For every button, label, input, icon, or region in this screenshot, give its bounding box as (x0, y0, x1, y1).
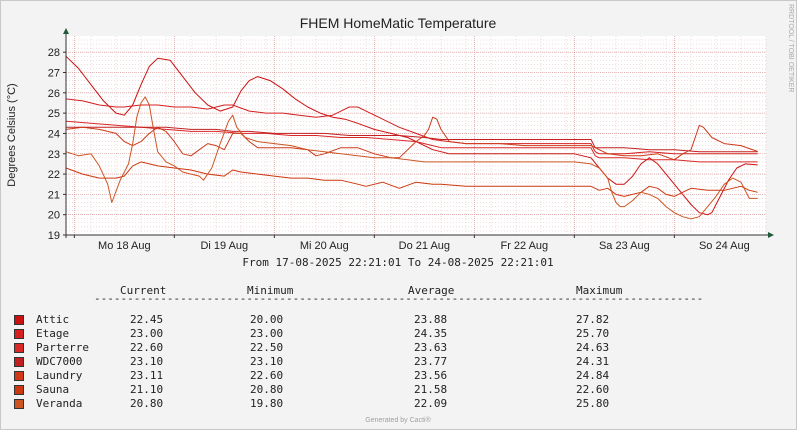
legend-value-minimum: 23.00 (250, 327, 284, 340)
legend-header-maximum: Maximum (576, 284, 623, 297)
y-tick-label: 21 (48, 189, 60, 201)
series-line-wdc7000 (66, 126, 758, 153)
y-tick-label: 23 (48, 149, 60, 161)
time-range-label: From 17-08-2025 22:21:01 To 24-08-2025 2… (242, 256, 553, 269)
legend-value-average: 23.56 (414, 369, 448, 382)
x-tick-label: So 24 Aug (699, 240, 750, 252)
legend-series-name: Parterre (36, 341, 89, 354)
y-tick-label: 26 (48, 88, 60, 100)
legend-value-current: 22.45 (130, 313, 164, 326)
legend-value-current: 23.11 (130, 369, 164, 382)
legend-series-name: Sauna (36, 383, 70, 396)
legend-row-veranda: Veranda 20.80 19.80 22.09 25.80 (14, 397, 654, 411)
y-tick-label: 19 (48, 230, 60, 242)
legend-row-laundry: Laundry 23.11 22.60 23.56 24.84 (14, 369, 654, 383)
chart-title: FHEM HomeMatic Temperature (300, 15, 497, 31)
rrdtool-watermark: RRDTOOL / TOBI OETIKER (787, 4, 794, 92)
y-tick-label: 24 (48, 128, 60, 140)
y-tick-label: 27 (48, 68, 60, 80)
legend-value-average: 23.88 (414, 313, 448, 326)
legend-row-etage: Etage 23.00 23.00 24.35 25.70 (14, 327, 654, 341)
series-lines (65, 55, 758, 220)
legend-value-maximum: 24.31 (576, 355, 610, 368)
legend-row-wdc7000: WDC7000 23.10 23.10 23.77 24.31 (14, 355, 654, 369)
legend-value-current: 21.10 (130, 383, 164, 396)
legend-swatch (14, 371, 24, 381)
x-tick-label: Do 21 Aug (399, 240, 450, 252)
x-tick-label: Sa 23 Aug (599, 240, 650, 252)
axes: 19 20 21 22 23 24 25 26 27 28 Mo 18 Aug Di 19 Aug Mi… (48, 28, 774, 252)
legend-value-current: 20.80 (130, 397, 164, 410)
legend-value-current: 23.10 (130, 355, 164, 368)
legend-swatch (14, 399, 24, 409)
y-tick-label: 25 (48, 108, 60, 120)
legend-value-maximum: 27.82 (576, 313, 610, 326)
series-line-veranda (65, 96, 758, 220)
legend-value-maximum: 24.84 (576, 369, 610, 382)
legend-value-minimum: 20.00 (250, 313, 284, 326)
legend-series-name: WDC7000 (36, 355, 83, 368)
legend-value-minimum: 20.80 (250, 383, 284, 396)
legend-header-average: Average (408, 284, 455, 297)
x-axis-arrow (768, 232, 774, 238)
legend-swatch (14, 357, 24, 367)
legend-swatch (14, 315, 24, 325)
legend-value-maximum: 24.63 (576, 341, 610, 354)
series-line-etage (65, 98, 758, 155)
legend-series-name: Attic (36, 313, 70, 326)
y-tick-label: 22 (48, 169, 60, 181)
legend-swatch (14, 329, 24, 339)
legend-value-current: 23.00 (130, 327, 164, 340)
legend-series-name: Veranda (36, 397, 83, 410)
legend-header-minimum: Minimum (247, 284, 294, 297)
x-tick-label: Di 19 Aug (200, 240, 248, 252)
legend-header-current: Current (120, 284, 167, 297)
y-tick-label: 20 (48, 210, 60, 222)
generated-by-footer: Generated by Cacti® (365, 416, 431, 424)
legend-divider: ----------------------------------------… (94, 292, 704, 305)
legend-value-minimum: 23.10 (250, 355, 284, 368)
grid (65, 36, 767, 236)
legend-value-average: 23.63 (414, 341, 448, 354)
legend-series-name: Laundry (36, 369, 83, 382)
x-tick-label: Fr 22 Aug (500, 240, 548, 252)
legend-row-attic: Attic 22.45 20.00 23.88 27.82 (14, 313, 654, 327)
legend-swatch (14, 385, 24, 395)
legend-value-maximum: 22.60 (576, 383, 610, 396)
legend-swatch (14, 343, 24, 353)
x-tick-label: Mo 18 Aug (98, 240, 151, 252)
y-axis-arrow (63, 28, 69, 34)
legend-series-name: Etage (36, 327, 70, 340)
legend-value-average: 21.58 (414, 383, 448, 396)
legend-value-average: 23.77 (414, 355, 448, 368)
y-tick-label: 28 (48, 47, 60, 59)
legend-value-minimum: 19.80 (250, 397, 284, 410)
legend-value-average: 24.35 (414, 327, 448, 340)
legend-row-sauna: Sauna 21.10 20.80 21.58 22.60 (14, 383, 654, 397)
legend-row-parterre: Parterre 22.60 22.50 23.63 24.63 (14, 341, 654, 355)
legend-value-minimum: 22.60 (250, 369, 284, 382)
y-axis-label: Degrees Celsius (°C) (6, 83, 18, 186)
x-tick-label: Mi 20 Aug (300, 240, 349, 252)
legend-value-current: 22.60 (130, 341, 164, 354)
series-line-parterre (65, 120, 758, 163)
legend-value-maximum: 25.80 (576, 397, 610, 410)
legend-value-minimum: 22.50 (250, 341, 284, 354)
legend-value-maximum: 25.70 (576, 327, 610, 340)
legend-value-average: 22.09 (414, 397, 448, 410)
